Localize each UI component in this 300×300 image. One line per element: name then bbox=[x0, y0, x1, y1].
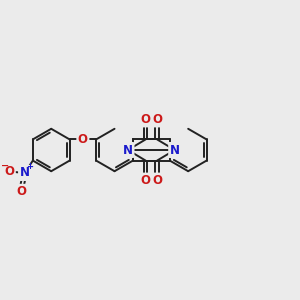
Text: N: N bbox=[123, 143, 133, 157]
Text: −: − bbox=[1, 161, 9, 171]
Text: O: O bbox=[4, 165, 14, 178]
Text: O: O bbox=[78, 133, 88, 146]
Text: O: O bbox=[152, 113, 162, 126]
Text: +: + bbox=[26, 162, 33, 171]
Text: O: O bbox=[17, 185, 27, 198]
Text: O: O bbox=[141, 113, 151, 126]
Text: N: N bbox=[20, 167, 30, 179]
Text: O: O bbox=[141, 174, 151, 187]
Text: N: N bbox=[170, 143, 180, 157]
Text: O: O bbox=[152, 174, 162, 187]
